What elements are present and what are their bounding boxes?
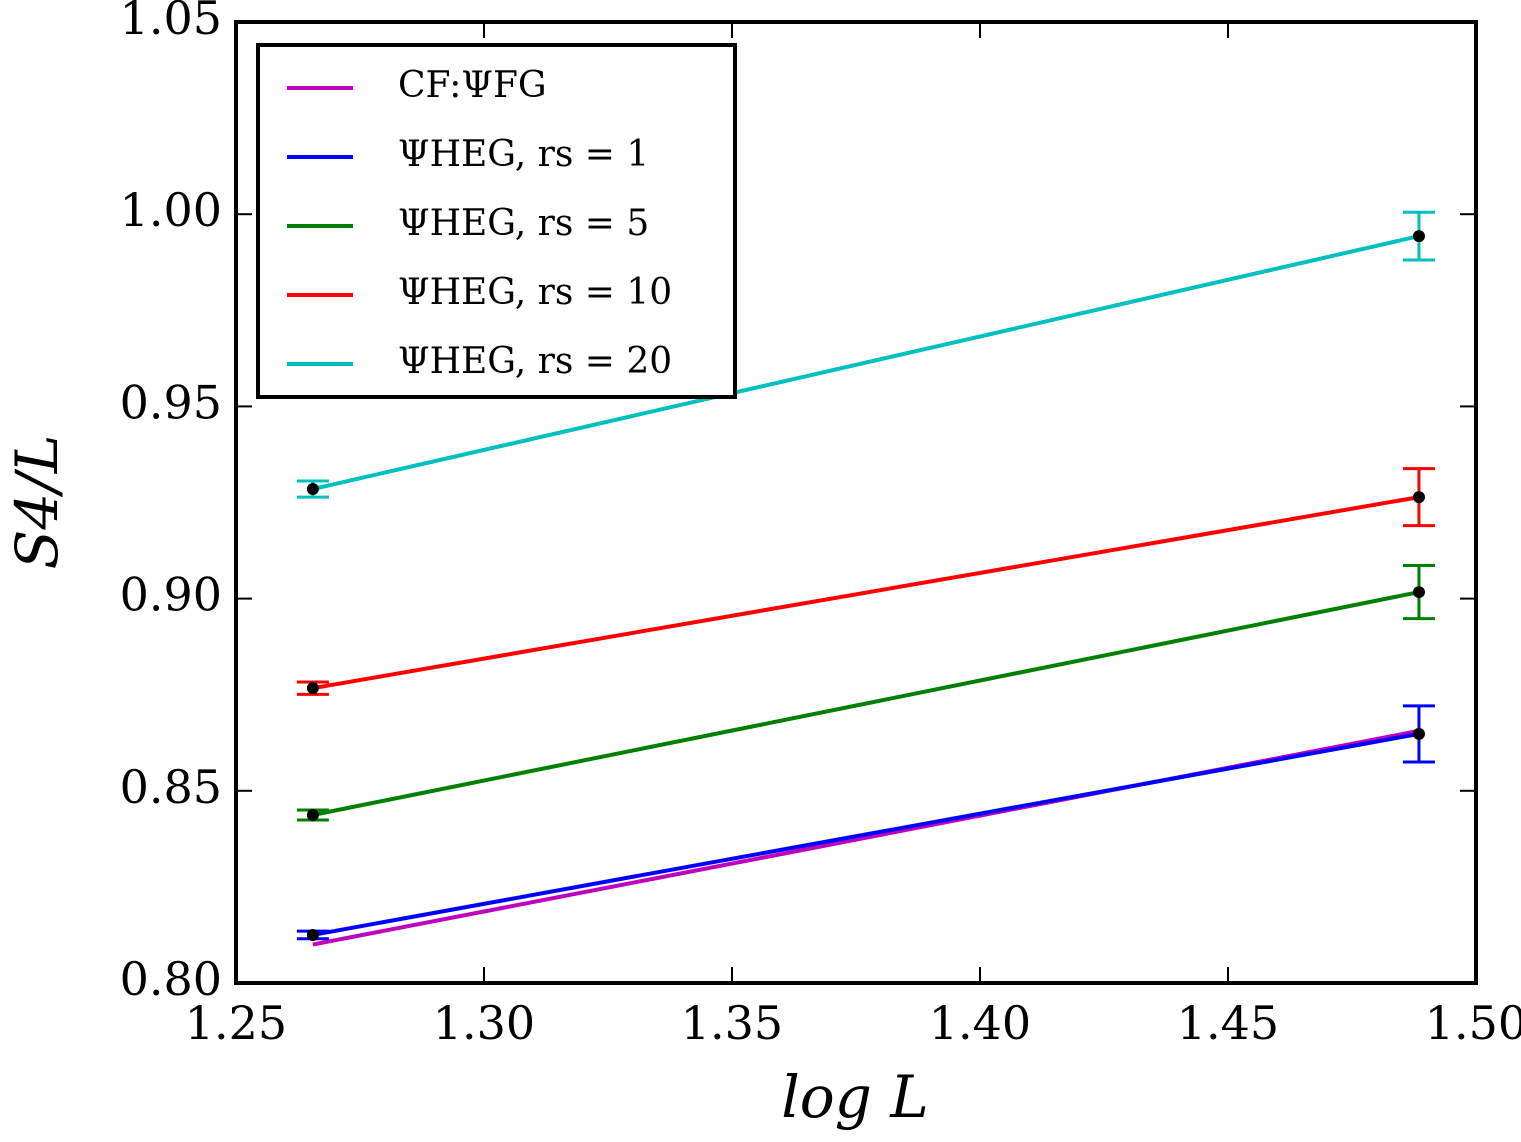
x-tick-label: 1.40 bbox=[929, 996, 1031, 1050]
y-tick-label: 1.05 bbox=[120, 0, 222, 45]
legend-box bbox=[256, 43, 737, 399]
data-point bbox=[306, 483, 319, 496]
legend-label: CF:ΨFG bbox=[398, 65, 547, 106]
legend-label: ΨHEG, rs = 1 bbox=[398, 134, 649, 175]
series-line bbox=[312, 234, 1420, 491]
legend-label: ΨHEG, rs = 5 bbox=[398, 203, 649, 244]
y-tick-label: 1.00 bbox=[120, 183, 222, 237]
x-tick-label: 1.50 bbox=[1425, 996, 1521, 1050]
data-point bbox=[1412, 727, 1425, 740]
x-tick-label: 1.30 bbox=[433, 996, 535, 1050]
series-line bbox=[312, 731, 1420, 937]
data-point bbox=[1412, 586, 1425, 599]
y-tick-label: 0.90 bbox=[120, 568, 222, 622]
x-tick-label: 1.25 bbox=[185, 996, 287, 1050]
x-tick-label: 1.45 bbox=[1177, 996, 1279, 1050]
legend-label: ΨHEG, rs = 10 bbox=[398, 272, 672, 313]
data-point bbox=[306, 809, 319, 822]
y-tick-label: 0.85 bbox=[120, 760, 222, 814]
data-point bbox=[306, 928, 319, 941]
legend-label: ΨHEG, rs = 20 bbox=[398, 341, 672, 382]
y-tick-label: 0.80 bbox=[120, 952, 222, 1006]
series-line bbox=[312, 590, 1420, 817]
data-point bbox=[306, 682, 319, 695]
y-tick-label: 0.95 bbox=[120, 375, 222, 429]
data-point bbox=[1412, 230, 1425, 243]
plot-frame bbox=[234, 20, 1478, 985]
y-axis-label: S4/L bbox=[3, 435, 71, 570]
x-axis-label: log L bbox=[781, 1063, 929, 1131]
data-point bbox=[1412, 491, 1425, 504]
x-tick-label: 1.35 bbox=[681, 996, 783, 1050]
series-line bbox=[312, 495, 1420, 691]
